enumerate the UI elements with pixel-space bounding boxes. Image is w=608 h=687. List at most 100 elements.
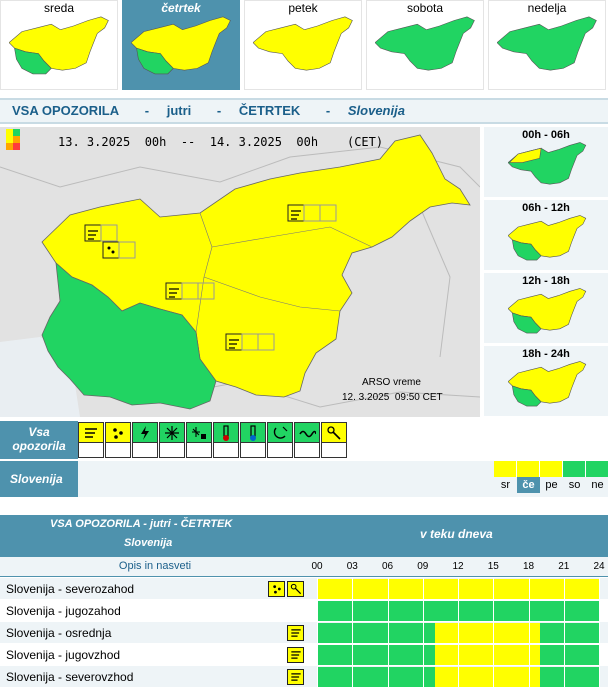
day-level-pe[interactable]: pe	[540, 461, 563, 493]
interval-00-06[interactable]: 00h - 06h	[484, 127, 608, 197]
type-bar-label-line1: Vsa	[28, 425, 50, 439]
day-level-sr[interactable]: sr	[494, 461, 517, 493]
hour-gridline	[422, 600, 424, 622]
hour-gridline	[387, 644, 389, 666]
hour-label: 21	[558, 561, 570, 572]
interval-12-18[interactable]: 12h - 18h	[484, 273, 608, 343]
hour-gridline	[317, 622, 318, 644]
hour-gridline	[493, 622, 495, 644]
interval-06-12[interactable]: 06h - 12h	[484, 200, 608, 270]
type-filter-slot	[187, 443, 211, 457]
tab-label: petek	[288, 1, 318, 15]
tab-nedelja[interactable]: nedelja	[488, 0, 606, 90]
tab-cetrtek[interactable]: četrtek	[122, 0, 240, 90]
hour-label: 24	[593, 561, 605, 572]
timeline-row[interactable]: Slovenija - severozahod	[0, 578, 608, 600]
region-name: Slovenija - jugovzhod	[6, 648, 121, 662]
day-map-thumbnail	[375, 16, 475, 71]
fog-icon	[268, 423, 292, 443]
type-filter-slot	[268, 443, 292, 457]
tab-petek[interactable]: petek	[244, 0, 362, 90]
hour-gridline	[528, 666, 530, 687]
wind-rain-combined-icon	[322, 423, 346, 443]
hour-gridline	[563, 666, 565, 687]
rain-icon	[106, 423, 130, 443]
hour-gridline	[458, 600, 459, 622]
slovenia-map-image	[0, 127, 480, 417]
type-filter-fog[interactable]	[267, 422, 293, 458]
type-filter-low-temperature[interactable]	[240, 422, 266, 458]
timeline-row[interactable]: Slovenija - jugovzhod	[0, 644, 608, 666]
hour-gridline	[528, 644, 530, 666]
timeline-segment-green	[317, 623, 435, 643]
wind-icon	[287, 669, 304, 685]
day-map-thumbnail	[497, 16, 597, 71]
day-level-ne[interactable]: ne	[586, 461, 608, 493]
hour-gridline	[387, 622, 389, 644]
hour-gridline	[458, 644, 459, 666]
tab-label: sobota	[406, 1, 444, 15]
region-warning-icons	[287, 669, 304, 685]
interval-18-24[interactable]: 18h - 24h	[484, 346, 608, 416]
day-abbrev: sr	[500, 479, 511, 491]
hour-gridline	[352, 578, 354, 600]
high-temperature-icon	[214, 423, 238, 443]
hour-gridline	[493, 666, 495, 687]
legend-red-swatch	[13, 143, 20, 150]
hour-gridline	[352, 622, 354, 644]
region-warning-icons	[287, 647, 304, 663]
banner-day: ČETRTEK	[238, 103, 301, 118]
timeline-row[interactable]: Slovenija - severovzhod	[0, 666, 608, 687]
map-warning-icons	[84, 204, 337, 351]
day-level-če[interactable]: če	[517, 461, 540, 493]
type-filter-wind[interactable]	[78, 422, 104, 458]
type-filter-rain[interactable]	[105, 422, 131, 458]
region-warning-icons	[268, 581, 304, 597]
hour-gridline	[387, 666, 389, 687]
type-filter-high-temperature[interactable]	[213, 422, 239, 458]
tab-sobota[interactable]: sobota	[366, 0, 484, 90]
type-filter-snow[interactable]	[159, 422, 185, 458]
timeline-title: VSA OPOZORILA - jutri - ČETRTEK	[50, 518, 233, 530]
type-filter-slot	[133, 443, 157, 457]
banner-separator: -	[325, 103, 331, 118]
level-swatch	[540, 461, 563, 477]
description-link[interactable]: Opis in nasveti	[118, 560, 192, 572]
hour-gridline	[422, 666, 424, 687]
tab-label: nedelja	[527, 1, 567, 15]
type-filter-slot	[214, 443, 238, 457]
warning-type-bar: Vsa opozorila	[0, 421, 608, 459]
type-filter-thunderstorm[interactable]	[132, 422, 158, 458]
type-filter-slot	[79, 443, 103, 457]
hour-label: 15	[487, 561, 499, 572]
type-filter-snow-ice[interactable]	[186, 422, 212, 458]
timeline-region: Slovenija	[124, 537, 173, 549]
legend-yellow-swatch	[6, 136, 13, 143]
hour-gridline	[422, 622, 424, 644]
timeline-segment-green	[540, 667, 599, 687]
hour-gridline	[528, 622, 530, 644]
hour-gridline	[599, 644, 600, 666]
interval-label: 12h - 18h	[522, 275, 570, 287]
tab-sreda[interactable]: sreda	[0, 0, 118, 90]
interval-map-thumbnail	[508, 288, 587, 334]
level-swatch	[517, 461, 540, 477]
interval-map-thumbnail	[508, 361, 587, 407]
hour-gridline	[458, 622, 459, 644]
page-title-banner: VSA OPOZORILA - jutri - ČETRTEK - Sloven…	[0, 98, 608, 124]
interval-label: 06h - 12h	[522, 202, 570, 214]
timeline-segment-green	[317, 667, 435, 687]
snow-icon	[160, 423, 184, 443]
timeline-table: VSA OPOZORILA - jutri - ČETRTEK Slovenij…	[0, 515, 608, 687]
hour-gridline	[563, 622, 565, 644]
timeline-row[interactable]: Slovenija - jugozahod	[0, 600, 608, 622]
timeline-row[interactable]: Slovenija - osrednja	[0, 622, 608, 644]
level-swatch	[494, 461, 517, 477]
day-level-so[interactable]: so	[563, 461, 586, 493]
day-abbrev: ne	[591, 479, 604, 491]
type-filter-coastal-event[interactable]	[294, 422, 320, 458]
hour-gridline	[317, 578, 318, 600]
type-filter-wind-rain-combined[interactable]	[321, 422, 347, 458]
banner-when: jutri	[166, 103, 192, 118]
timeline-segment-green	[540, 645, 599, 665]
